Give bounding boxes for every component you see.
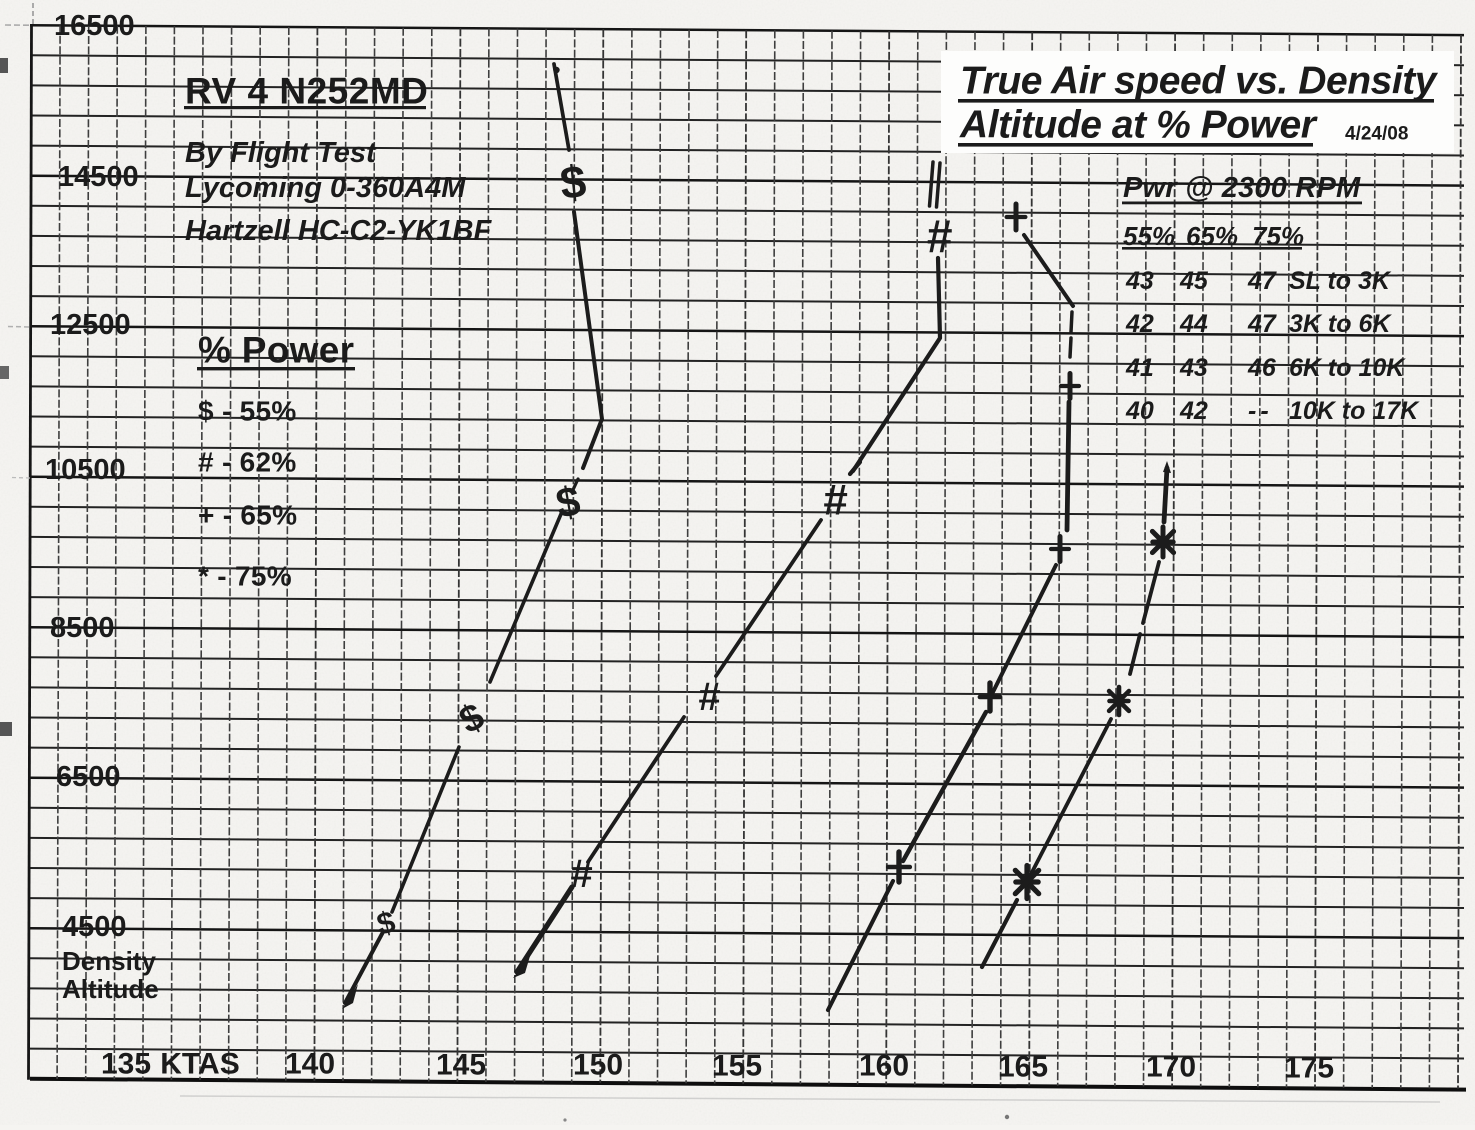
svg-text:#: # <box>570 852 593 896</box>
svg-text:160: 160 <box>859 1050 909 1083</box>
svg-text:44: 44 <box>1179 310 1208 338</box>
svg-text:8500: 8500 <box>50 612 115 644</box>
svg-text:145: 145 <box>436 1049 486 1082</box>
svg-text:#: # <box>698 675 721 719</box>
svg-text:46: 46 <box>1247 354 1277 382</box>
svg-text:3K to 6K: 3K to 6K <box>1289 310 1392 338</box>
svg-text:SL to 3K: SL to 3K <box>1289 267 1392 295</box>
svg-text:43: 43 <box>1179 354 1208 382</box>
svg-text:55%: 55% <box>1123 221 1175 251</box>
svg-text:Altitude: Altitude <box>62 974 159 1004</box>
svg-text:155: 155 <box>712 1050 762 1083</box>
svg-text:150: 150 <box>573 1049 623 1082</box>
svg-text:12500: 12500 <box>50 309 131 341</box>
svg-text:42: 42 <box>1179 397 1208 425</box>
svg-text:75%: 75% <box>1252 221 1304 251</box>
svg-text:43: 43 <box>1125 267 1154 295</box>
svg-text:+ - 65%: + - 65% <box>198 500 297 531</box>
svg-text:Hartzell HC-C2-YK1BF: Hartzell HC-C2-YK1BF <box>185 215 492 247</box>
svg-text:41: 41 <box>1125 354 1154 382</box>
svg-text:By Flight Test: By Flight Test <box>185 137 377 169</box>
svg-text:10500: 10500 <box>45 454 126 486</box>
svg-text:#: # <box>823 476 848 525</box>
svg-text:% Power: % Power <box>198 330 354 371</box>
svg-text:$: $ <box>558 155 589 209</box>
svg-text:140: 140 <box>285 1048 335 1081</box>
svg-text:42: 42 <box>1125 310 1154 338</box>
svg-text:47: 47 <box>1247 267 1277 295</box>
svg-text:Pwr @ 2300 RPM: Pwr @ 2300 RPM <box>1123 172 1361 204</box>
svg-text:RV 4 N252MD: RV 4 N252MD <box>185 71 428 112</box>
svg-text:6K to 10K: 6K to 10K <box>1289 354 1406 382</box>
svg-text:Altitude at % Power: Altitude at % Power <box>959 104 1318 147</box>
svg-text:Density: Density <box>62 946 156 976</box>
svg-text:175: 175 <box>1284 1052 1334 1085</box>
svg-text:# - 62%: # - 62% <box>198 447 297 478</box>
svg-text:KTAS: KTAS <box>160 1048 239 1081</box>
svg-text:10K to 17K: 10K to 17K <box>1289 397 1420 425</box>
svg-text:Lycoming 0-360A4M: Lycoming 0-360A4M <box>185 172 466 204</box>
svg-text:47: 47 <box>1247 310 1277 338</box>
svg-text:4/24/08: 4/24/08 <box>1345 124 1408 145</box>
svg-text:65%: 65% <box>1186 221 1238 251</box>
svg-text:6500: 6500 <box>56 761 121 793</box>
svg-text:--: -- <box>1248 397 1273 425</box>
svg-text:135: 135 <box>101 1048 151 1081</box>
svg-text:40: 40 <box>1125 397 1154 425</box>
svg-text:45: 45 <box>1179 267 1209 295</box>
svg-text:170: 170 <box>1146 1051 1196 1084</box>
svg-text:14500: 14500 <box>58 161 139 193</box>
svg-text:165: 165 <box>998 1051 1048 1084</box>
svg-text:True Air speed vs. Density: True Air speed vs. Density <box>960 60 1439 103</box>
svg-text:* - 75%: * - 75% <box>198 561 292 592</box>
svg-text:$ - 55%: $ - 55% <box>198 396 297 427</box>
svg-text:4500: 4500 <box>62 911 127 943</box>
svg-text:#: # <box>926 210 952 262</box>
svg-text:16500: 16500 <box>54 10 135 42</box>
